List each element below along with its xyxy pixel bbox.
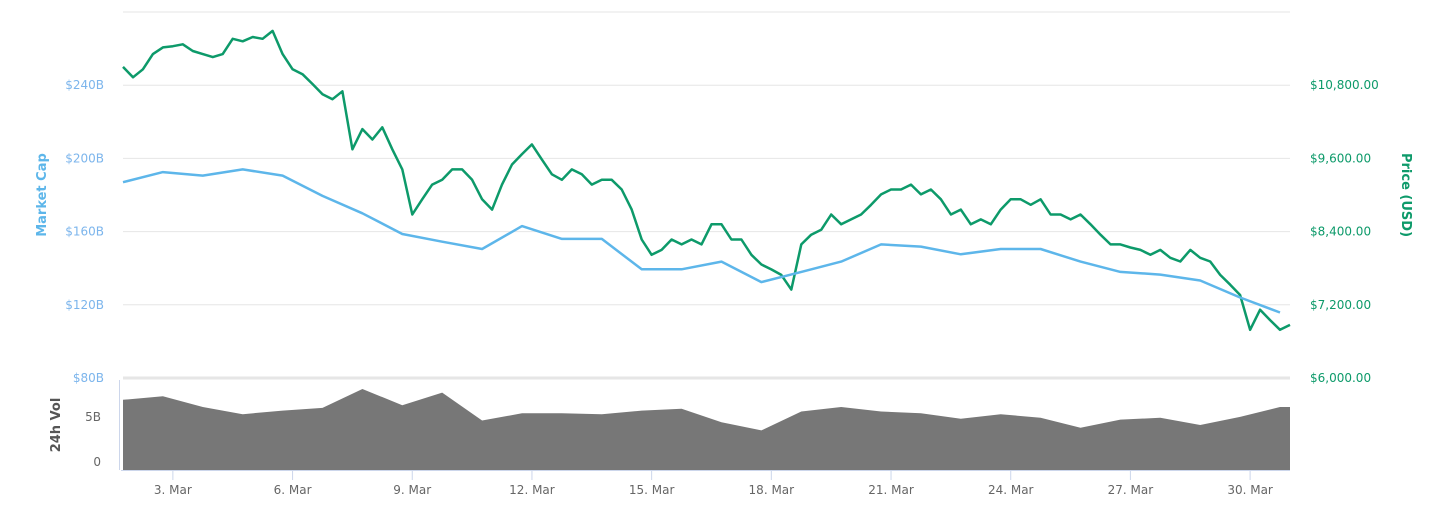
price-tick-label: $9,600.00 bbox=[1310, 151, 1371, 165]
x-tick-label: 21. Mar bbox=[868, 483, 914, 497]
market-cap-tick-label: $80B bbox=[73, 371, 104, 385]
market-cap-axis-title: Market Cap bbox=[35, 153, 50, 237]
x-tick-label: 30. Mar bbox=[1227, 483, 1273, 497]
x-tick-label: 27. Mar bbox=[1108, 483, 1154, 497]
market-cap-tick-label: $240B bbox=[65, 78, 104, 92]
series-lines bbox=[122, 29, 1291, 332]
market-cap-tick-label: $120B bbox=[65, 298, 104, 312]
volume-tick-label: 0 bbox=[93, 455, 101, 469]
x-tick-label: 24. Mar bbox=[988, 483, 1034, 497]
x-tick-label: 6. Mar bbox=[274, 483, 312, 497]
price-axis-title: Price (USD) bbox=[1398, 153, 1413, 237]
price-line bbox=[122, 29, 1291, 332]
market-cap-tick-label: $200B bbox=[65, 151, 104, 165]
volume-panel bbox=[123, 389, 1290, 470]
price-tick-label: $10,800.00 bbox=[1310, 78, 1379, 92]
x-tick-label: 3. Mar bbox=[154, 483, 192, 497]
x-tick-label: 15. Mar bbox=[629, 483, 675, 497]
volume-area bbox=[123, 389, 1290, 470]
market-cap-line bbox=[122, 168, 1281, 314]
gridlines bbox=[123, 11, 1290, 380]
x-tick-label: 12. Mar bbox=[509, 483, 555, 497]
x-tick-label: 9. Mar bbox=[393, 483, 431, 497]
volume-axis-title: 24h Vol bbox=[49, 398, 64, 453]
axes: $80B $120B $160B $200B $240B $6,000.00 $7,200.… bbox=[65, 78, 1379, 497]
volume-tick-label: 5B bbox=[85, 410, 101, 424]
x-tick-label: 18. Mar bbox=[749, 483, 795, 497]
price-tick-label: $6,000.00 bbox=[1310, 371, 1371, 385]
price-tick-label: $7,200.00 bbox=[1310, 298, 1371, 312]
market-cap-tick-label: $160B bbox=[65, 225, 104, 239]
price-tick-label: $8,400.00 bbox=[1310, 225, 1371, 239]
